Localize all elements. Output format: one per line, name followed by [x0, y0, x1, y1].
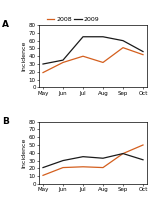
2009 — [122, 40, 124, 42]
Line: 2009: 2009 — [43, 37, 143, 64]
Y-axis label: Incidence: Incidence — [22, 138, 27, 168]
2009 — [142, 50, 144, 53]
2009 — [82, 36, 84, 38]
Legend: 2008, 2009: 2008, 2009 — [44, 14, 102, 25]
2008 — [102, 61, 104, 64]
2008 — [42, 71, 44, 74]
2009 — [102, 36, 104, 38]
Line: 2008: 2008 — [43, 48, 143, 73]
2008 — [142, 144, 144, 146]
2009 — [102, 157, 104, 159]
Text: B: B — [2, 117, 9, 126]
2008 — [62, 166, 64, 169]
Y-axis label: Incidence: Incidence — [22, 41, 27, 71]
2008 — [102, 166, 104, 169]
2009 — [62, 159, 64, 162]
Line: 2009: 2009 — [43, 154, 143, 168]
2008 — [142, 54, 144, 56]
2009 — [82, 155, 84, 158]
2009 — [122, 152, 124, 155]
2009 — [62, 59, 64, 61]
2009 — [42, 63, 44, 65]
2008 — [122, 46, 124, 49]
Text: A: A — [2, 20, 9, 29]
2008 — [82, 166, 84, 168]
Line: 2008: 2008 — [43, 145, 143, 175]
2008 — [82, 55, 84, 57]
2009 — [42, 166, 44, 169]
2008 — [122, 152, 124, 155]
2008 — [62, 61, 64, 64]
2009 — [142, 159, 144, 161]
2008 — [42, 174, 44, 177]
